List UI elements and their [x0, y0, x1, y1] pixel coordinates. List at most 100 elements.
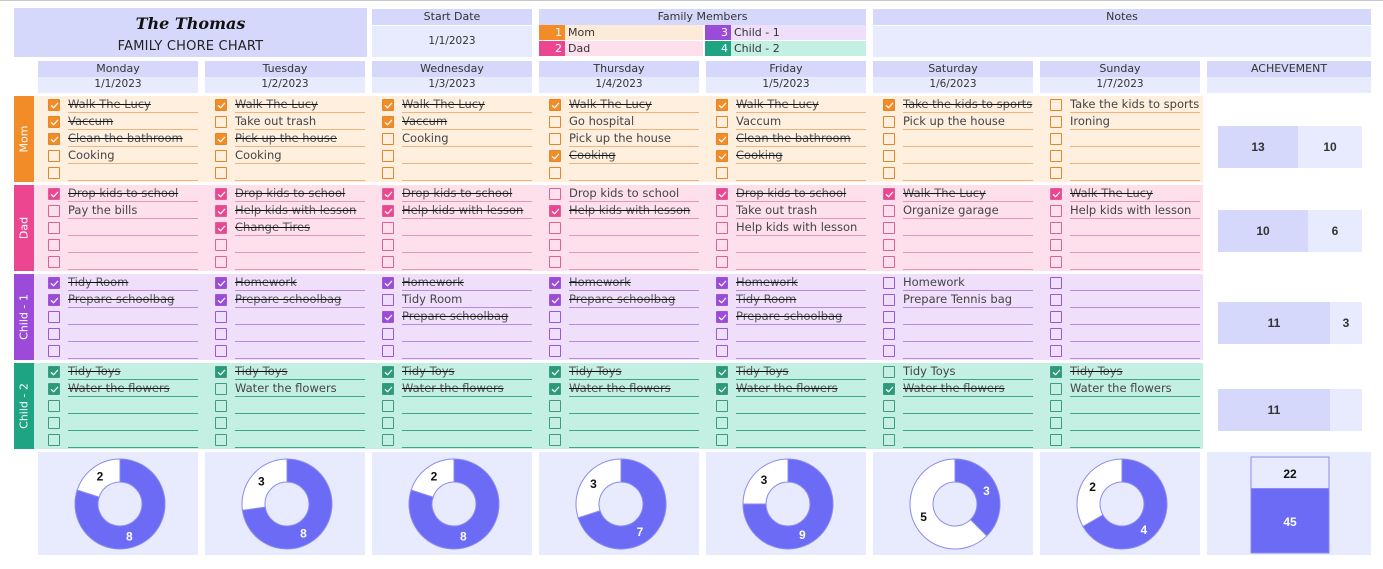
task-text[interactable]: Help kids with lesson	[736, 219, 866, 236]
checkbox-unchecked[interactable]	[382, 328, 394, 340]
task-text[interactable]	[1070, 325, 1200, 342]
task-text[interactable]	[235, 164, 365, 181]
task-text[interactable]	[68, 219, 198, 236]
task-text[interactable]	[402, 147, 532, 164]
task-text[interactable]: Water the flowers	[569, 380, 699, 397]
task-text[interactable]: Change Tires	[235, 219, 365, 236]
checkbox-checked[interactable]	[382, 311, 394, 323]
task-text[interactable]: Take the kids to sports	[1070, 97, 1200, 113]
checkbox-unchecked[interactable]	[1050, 150, 1062, 162]
task-text[interactable]: Drop kids to school	[402, 185, 532, 202]
checkbox-checked[interactable]	[48, 188, 60, 200]
checkbox-checked[interactable]	[215, 133, 227, 145]
task-text[interactable]: Cooking	[235, 147, 365, 164]
task-text[interactable]: Homework	[736, 274, 866, 291]
task-text[interactable]: Water the flowers	[402, 380, 532, 397]
task-text[interactable]: Tidy Room	[68, 274, 198, 291]
task-text[interactable]	[736, 325, 866, 342]
checkbox-checked[interactable]	[48, 294, 60, 306]
task-text[interactable]: Drop kids to school	[68, 185, 198, 202]
task-text[interactable]: Tidy Toys	[903, 363, 1033, 380]
checkbox-checked[interactable]	[215, 294, 227, 306]
task-text[interactable]: Cooking	[736, 147, 866, 164]
task-text[interactable]: Walk The Lucy	[68, 96, 198, 113]
task-text[interactable]: Tidy Toys	[68, 363, 198, 380]
task-text[interactable]	[569, 414, 699, 431]
checkbox-unchecked[interactable]	[215, 417, 227, 429]
checkbox-checked[interactable]	[716, 366, 728, 378]
task-text[interactable]	[1070, 414, 1200, 431]
task-text[interactable]	[235, 325, 365, 342]
task-text[interactable]: Prepare schoolbag	[569, 291, 699, 308]
task-text[interactable]: Tidy Toys	[402, 363, 532, 380]
task-text[interactable]: Walk The Lucy	[569, 96, 699, 113]
task-text[interactable]: Pick up the house	[903, 113, 1033, 130]
checkbox-unchecked[interactable]	[549, 222, 561, 234]
task-text[interactable]: Water the flowers	[903, 380, 1033, 397]
checkbox-unchecked[interactable]	[1050, 133, 1062, 145]
checkbox-unchecked[interactable]	[883, 277, 895, 289]
checkbox-checked[interactable]	[382, 188, 394, 200]
checkbox-unchecked[interactable]	[1050, 99, 1062, 111]
checkbox-checked[interactable]	[883, 188, 895, 200]
task-text[interactable]: Tidy Room	[402, 291, 532, 308]
checkbox-unchecked[interactable]	[883, 328, 895, 340]
checkbox-unchecked[interactable]	[883, 167, 895, 179]
task-text[interactable]	[402, 414, 532, 431]
checkbox-unchecked[interactable]	[883, 294, 895, 306]
checkbox-unchecked[interactable]	[883, 311, 895, 323]
checkbox-checked[interactable]	[382, 366, 394, 378]
task-text[interactable]	[402, 342, 532, 359]
start-date-value[interactable]: 1/1/2023	[372, 26, 532, 57]
task-text[interactable]	[68, 325, 198, 342]
checkbox-unchecked[interactable]	[1050, 417, 1062, 429]
task-text[interactable]	[402, 236, 532, 253]
checkbox-unchecked[interactable]	[883, 150, 895, 162]
task-text[interactable]	[68, 164, 198, 181]
task-text[interactable]	[569, 164, 699, 181]
task-text[interactable]	[569, 325, 699, 342]
task-text[interactable]	[903, 308, 1033, 325]
task-text[interactable]	[235, 253, 365, 270]
task-text[interactable]: Vaccum	[736, 113, 866, 130]
task-text[interactable]: Prepare schoolbag	[402, 308, 532, 325]
task-text[interactable]: Walk The Lucy	[235, 96, 365, 113]
checkbox-checked[interactable]	[215, 277, 227, 289]
task-text[interactable]	[736, 236, 866, 253]
task-text[interactable]	[68, 308, 198, 325]
task-text[interactable]	[402, 397, 532, 414]
task-text[interactable]	[402, 431, 532, 448]
task-text[interactable]: Water the flowers	[736, 380, 866, 397]
task-text[interactable]	[903, 325, 1033, 342]
checkbox-checked[interactable]	[716, 294, 728, 306]
task-text[interactable]	[1070, 164, 1200, 181]
checkbox-unchecked[interactable]	[1050, 167, 1062, 179]
checkbox-unchecked[interactable]	[1050, 434, 1062, 446]
checkbox-unchecked[interactable]	[883, 133, 895, 145]
checkbox-unchecked[interactable]	[382, 167, 394, 179]
checkbox-unchecked[interactable]	[1050, 383, 1062, 395]
checkbox-checked[interactable]	[549, 205, 561, 217]
task-text[interactable]: Organize garage	[903, 202, 1033, 219]
task-text[interactable]: Walk The Lucy	[1070, 185, 1200, 202]
checkbox-unchecked[interactable]	[48, 205, 60, 217]
task-text[interactable]: Cooking	[402, 130, 532, 147]
checkbox-checked[interactable]	[883, 383, 895, 395]
task-text[interactable]	[1070, 291, 1200, 308]
checkbox-unchecked[interactable]	[883, 434, 895, 446]
task-text[interactable]	[68, 397, 198, 414]
checkbox-unchecked[interactable]	[883, 256, 895, 268]
task-text[interactable]	[569, 236, 699, 253]
checkbox-checked[interactable]	[382, 99, 394, 111]
checkbox-checked[interactable]	[382, 116, 394, 128]
task-text[interactable]: Clean the bathroom	[736, 130, 866, 147]
task-text[interactable]: Prepare schoolbag	[736, 308, 866, 325]
task-text[interactable]	[68, 253, 198, 270]
task-text[interactable]: Help kids with lesson	[569, 202, 699, 219]
checkbox-unchecked[interactable]	[215, 434, 227, 446]
checkbox-unchecked[interactable]	[48, 239, 60, 251]
checkbox-unchecked[interactable]	[716, 345, 728, 357]
task-text[interactable]: Drop kids to school	[235, 185, 365, 202]
checkbox-unchecked[interactable]	[215, 311, 227, 323]
checkbox-unchecked[interactable]	[382, 256, 394, 268]
